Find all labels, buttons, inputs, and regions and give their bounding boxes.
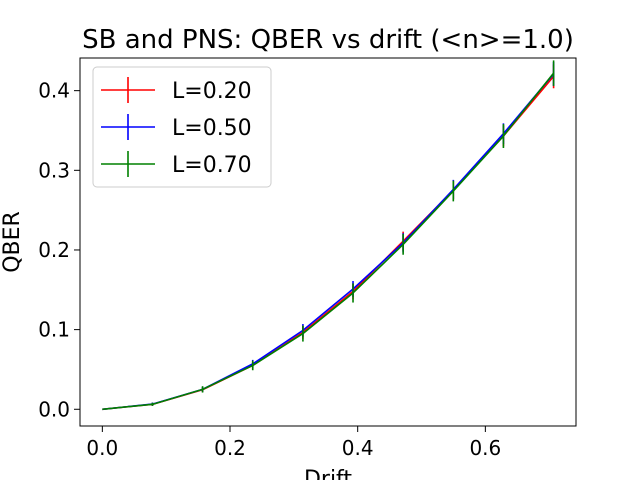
y-tick-label: 0.1 [38,318,70,342]
x-tick-label: 0.2 [214,436,246,460]
x-axis-label: Drift [304,467,352,480]
chart-title: SB and PNS: QBER vs drift (<n>=1.0) [82,25,574,55]
y-tick-label: 0.0 [38,397,70,421]
y-axis-label: QBER [0,211,25,273]
y-axis: 0.0 0.1 0.2 0.3 0.4 [38,79,80,421]
x-tick-label: 0.4 [342,436,374,460]
legend-label-3: L=0.70 [172,153,252,178]
x-tick-label: 0.0 [86,436,118,460]
x-tick-label: 0.6 [469,436,501,460]
y-tick-label: 0.3 [38,158,70,182]
plot-area [102,60,555,411]
legend: L=0.20 L=0.50 L=0.70 [92,66,272,188]
legend-label-1: L=0.20 [172,79,252,104]
legend-label-2: L=0.50 [172,116,252,141]
legend-box [92,66,272,188]
y-tick-label: 0.4 [38,79,70,103]
y-tick-label: 0.2 [38,238,70,262]
x-axis: 0.0 0.2 0.4 0.6 [86,426,501,460]
axes-frame [79,57,577,427]
series-line-3 [102,72,555,411]
